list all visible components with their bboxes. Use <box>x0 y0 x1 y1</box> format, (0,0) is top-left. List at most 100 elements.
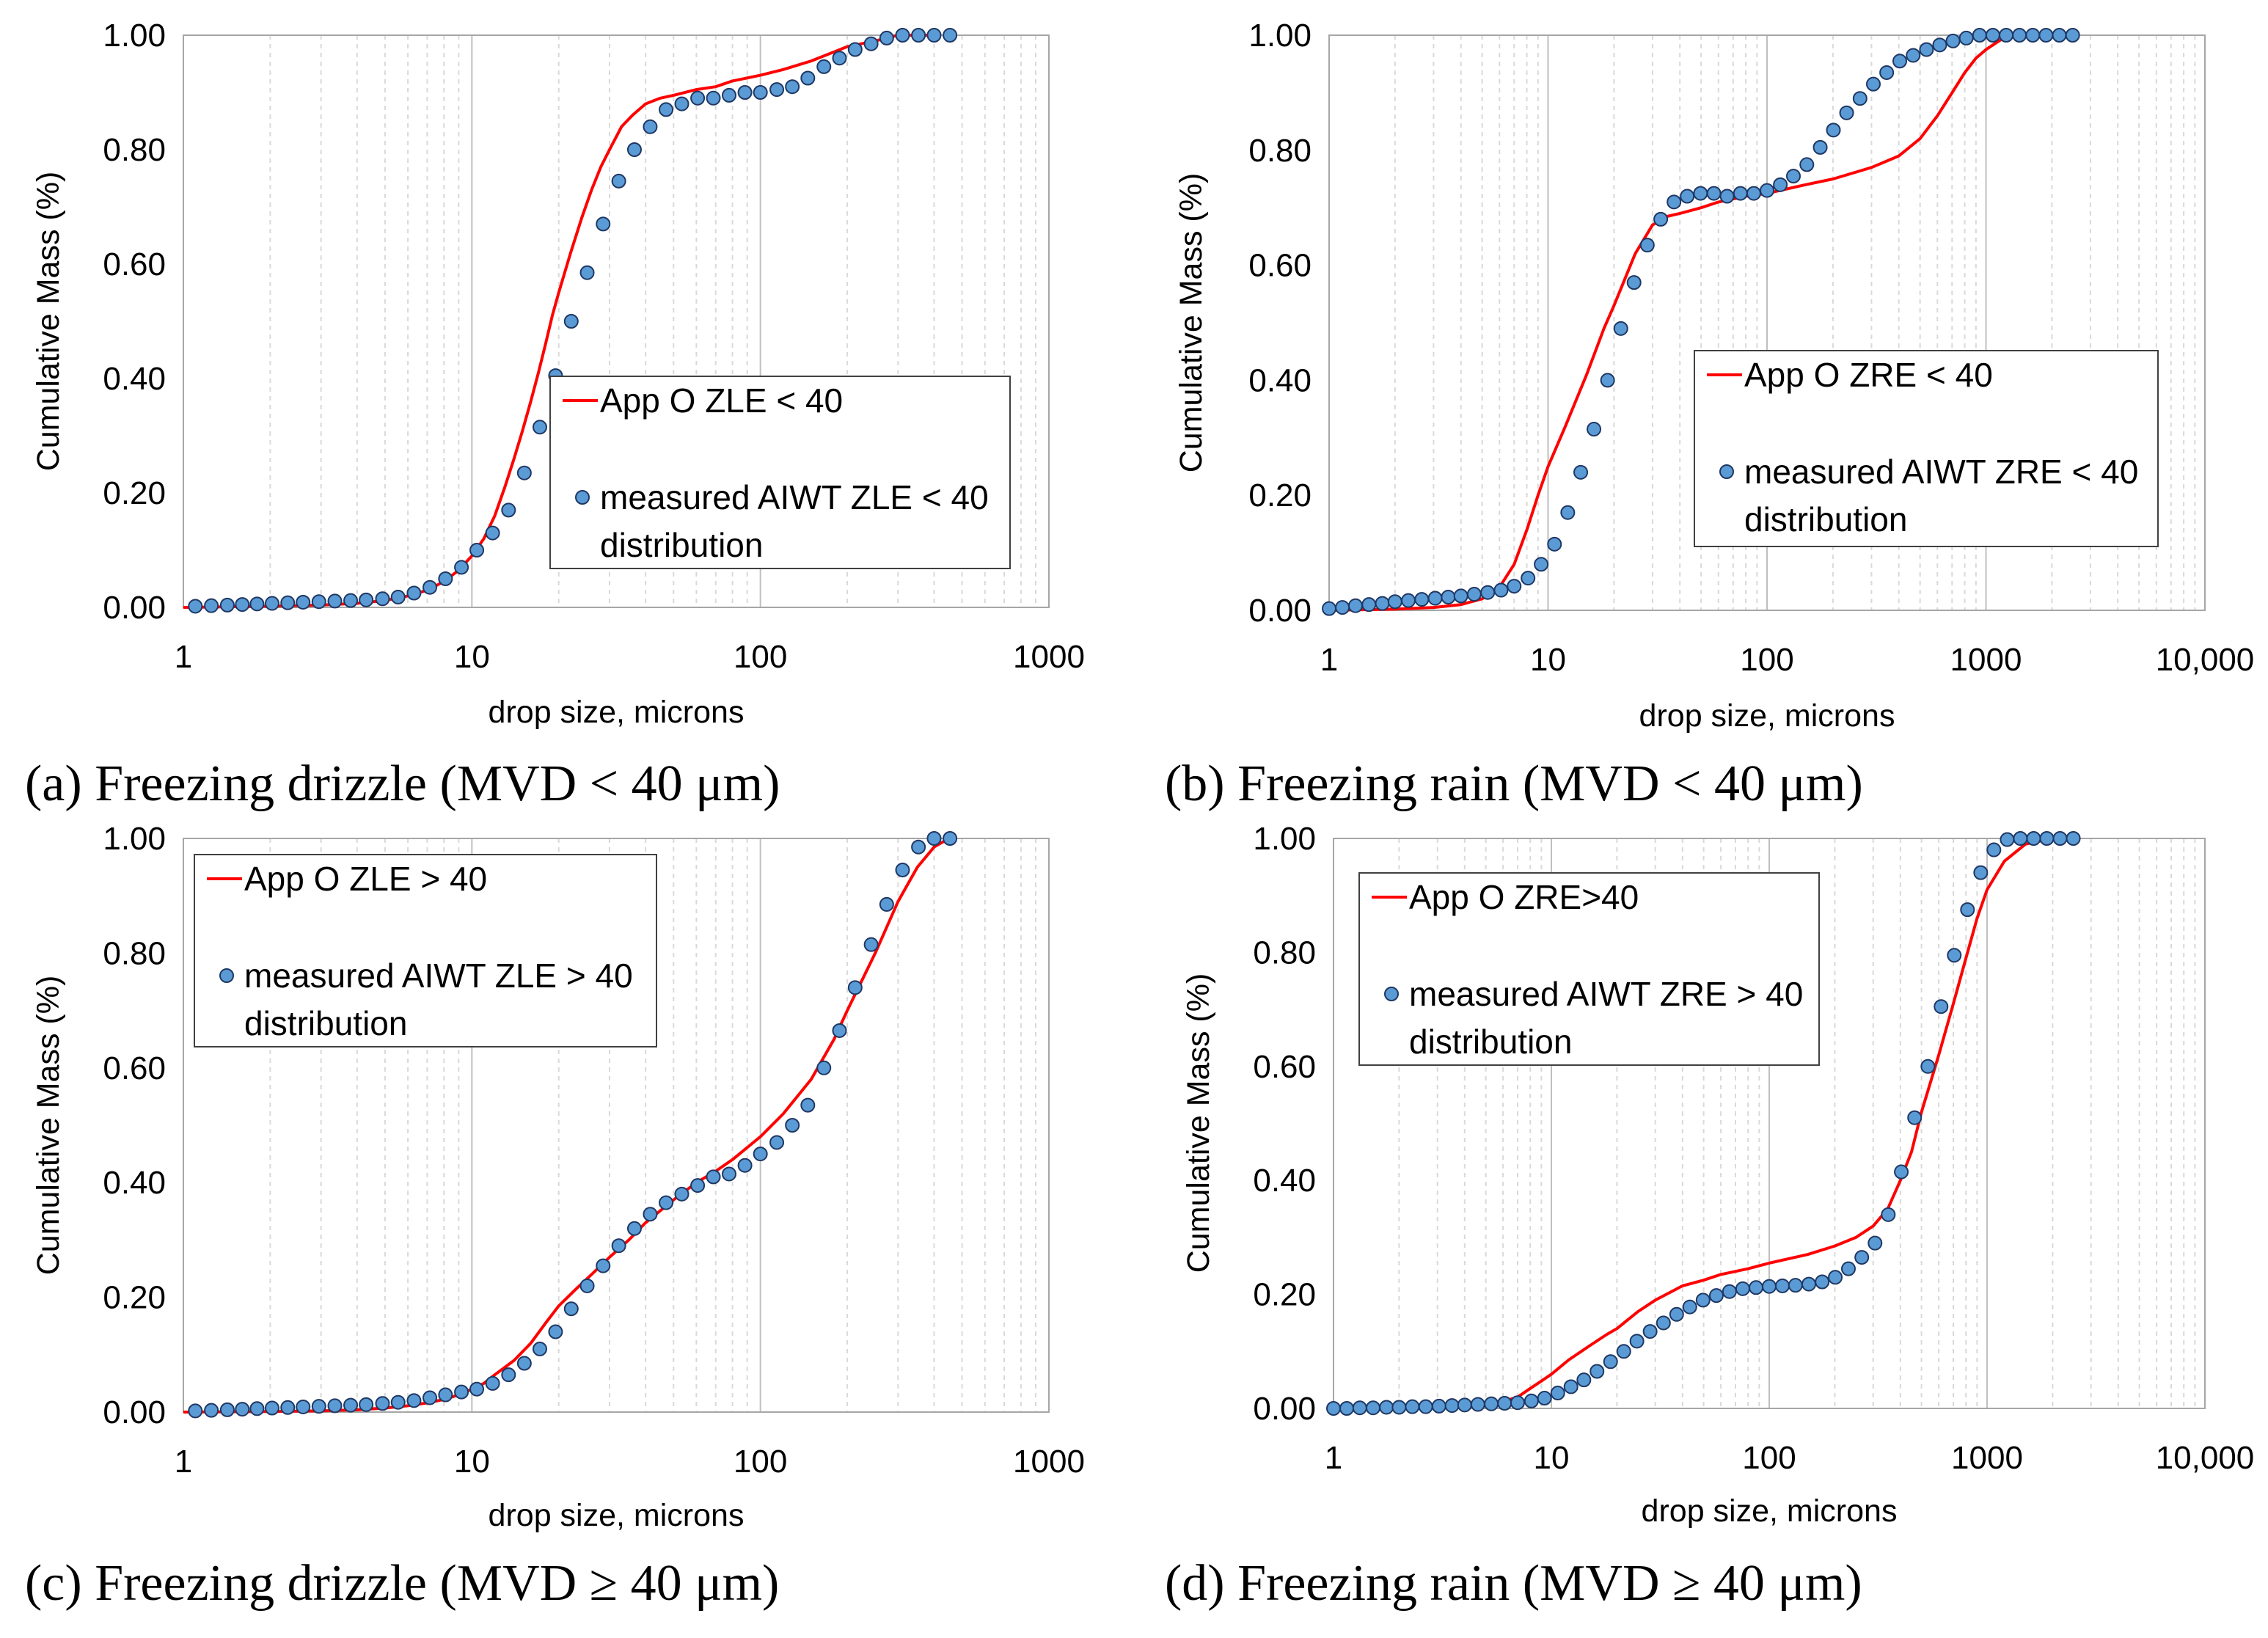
data-point-measured <box>674 96 689 111</box>
data-point-measured <box>219 597 235 613</box>
data-point-measured <box>722 1166 737 1182</box>
data-point-measured <box>343 1397 359 1413</box>
data-point-measured <box>390 1394 406 1410</box>
data-point-measured <box>1667 194 1682 210</box>
x-tick-label: 1 <box>175 639 192 675</box>
data-point-measured <box>311 1399 326 1414</box>
y-axis-title: Cumulative Mass (%) <box>1174 173 1209 473</box>
data-point-measured <box>1775 1278 1790 1293</box>
data-point-measured <box>659 102 674 117</box>
data-point-measured <box>1907 1110 1923 1125</box>
caption-b: (b) Freezing rain (MVD < 40 μm) <box>1165 756 1863 812</box>
data-point-measured <box>375 1396 390 1411</box>
x-tick-label: 10 <box>1534 1440 1570 1476</box>
data-point-measured <box>1626 275 1642 290</box>
x-axis-title: drop size, microns <box>1639 698 1895 734</box>
data-point-measured <box>1339 1401 1355 1416</box>
data-point-measured <box>1470 1397 1485 1412</box>
data-point-measured <box>943 831 958 846</box>
data-point-measured <box>563 1301 579 1317</box>
data-point-measured <box>1920 1059 1936 1074</box>
legend-label-points-cont: distribution <box>600 526 763 564</box>
y-tick-label: 0.20 <box>1248 478 1312 513</box>
data-point-measured <box>1600 373 1615 388</box>
y-tick-label: 0.80 <box>1253 935 1316 970</box>
x-tick-label: 10,000 <box>2156 1440 2255 1476</box>
y-tick-label: 0.20 <box>103 475 166 511</box>
legend-label-line: App O ZRE < 40 <box>1744 356 1993 394</box>
data-point-measured <box>1799 157 1815 172</box>
legend-label-points-cont: distribution <box>1409 1023 1572 1061</box>
legend-box <box>1358 872 1820 1066</box>
data-point-measured <box>2013 831 2028 846</box>
x-tick-label: 1 <box>175 1444 192 1480</box>
data-point-measured <box>643 1207 658 1222</box>
data-point-measured <box>1493 582 1509 598</box>
data-point-measured <box>1881 1207 1896 1222</box>
data-point-measured <box>2052 831 2068 846</box>
data-point-measured <box>188 1403 203 1419</box>
data-point-measured <box>1534 557 1549 572</box>
y-tick-label: 1.00 <box>103 18 166 54</box>
data-point-measured <box>485 1375 500 1391</box>
data-point-measured <box>1892 54 1908 69</box>
data-point-measured <box>1507 579 1522 594</box>
data-point-measured <box>611 1238 626 1254</box>
data-point-measured <box>863 36 879 51</box>
data-point-measured <box>579 1278 595 1293</box>
data-point-measured <box>879 896 894 912</box>
data-point-measured <box>1457 1397 1472 1413</box>
data-point-measured <box>1391 1400 1407 1415</box>
y-tick-label: 0.40 <box>103 1165 166 1201</box>
data-point-measured <box>1603 1354 1618 1370</box>
data-point-measured <box>769 82 785 98</box>
data-point-measured <box>343 593 359 608</box>
data-point-measured <box>1840 1261 1856 1276</box>
data-point-measured <box>1563 1379 1579 1394</box>
legend-label-points: measured AIWT ZLE < 40 <box>600 478 989 516</box>
data-point-measured <box>501 502 516 518</box>
legend-label-points: measured AIWT ZRE < 40 <box>1744 453 2138 491</box>
y-axis-title: Cumulative Mass (%) <box>1181 973 1216 1273</box>
data-point-measured <box>1762 1279 1777 1294</box>
data-point-measured <box>1547 536 1562 552</box>
data-point-measured <box>235 1402 250 1417</box>
caption-a: (a) Freezing drizzle (MVD < 40 μm) <box>25 756 780 812</box>
data-point-measured <box>311 594 326 610</box>
data-point-measured <box>469 1381 485 1397</box>
data-point-measured <box>1828 1270 1843 1285</box>
plot-frame <box>1328 34 2206 611</box>
data-point-measured <box>1576 1372 1592 1388</box>
legend-label-points: measured AIWT ZRE > 40 <box>1409 975 1803 1013</box>
data-point-measured <box>1418 1399 1433 1414</box>
data-point-measured <box>1919 42 1934 57</box>
data-point-measured <box>1639 238 1655 253</box>
data-point-measured <box>438 571 453 586</box>
legend-box <box>549 376 1011 569</box>
data-point-measured <box>1749 1280 1764 1295</box>
data-point-measured <box>1613 321 1628 336</box>
data-point-measured <box>1366 1400 1381 1416</box>
caption-c: (c) Freezing drizzle (MVD ≥ 40 μm) <box>25 1555 780 1612</box>
data-point-measured <box>1788 1278 1803 1293</box>
x-tick-label: 1000 <box>1013 639 1085 675</box>
data-point-measured <box>1826 123 1841 138</box>
data-point-measured <box>753 1147 768 1162</box>
data-point-measured <box>847 42 863 57</box>
x-tick-label: 10 <box>1530 642 1566 678</box>
data-point-measured <box>204 1403 219 1418</box>
data-point-measured <box>911 28 926 43</box>
y-tick-label: 0.40 <box>1253 1163 1316 1199</box>
data-point-measured <box>1523 1393 1539 1408</box>
data-point-measured <box>280 595 296 610</box>
data-point-measured <box>1550 1386 1565 1401</box>
data-point-measured <box>626 142 642 157</box>
data-point-measured <box>422 579 438 595</box>
data-point-measured <box>1405 1399 1420 1414</box>
data-point-measured <box>1573 464 1589 480</box>
data-point-measured <box>1695 1293 1711 1308</box>
data-point-measured <box>816 1060 832 1075</box>
